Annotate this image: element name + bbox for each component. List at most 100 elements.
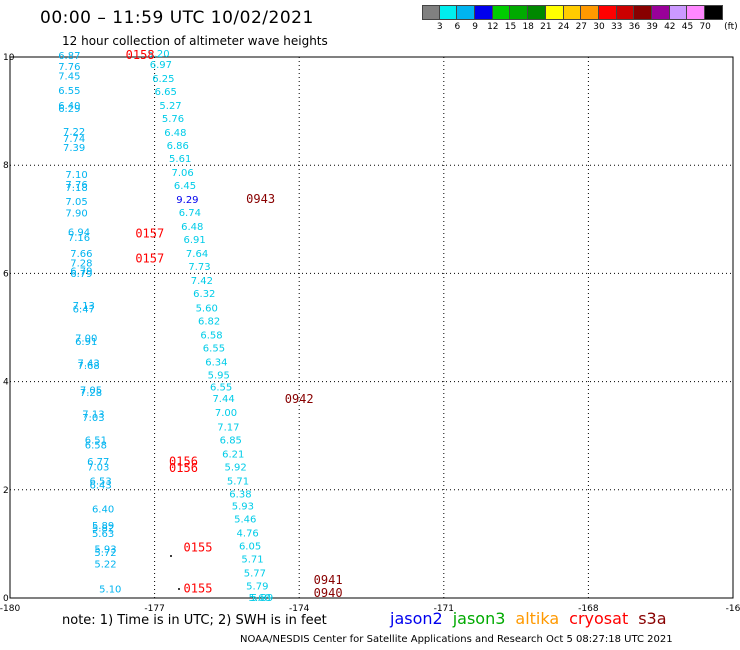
wave-height-label: 6.38 — [229, 489, 251, 500]
legend-label: 9 — [472, 22, 478, 32]
legend-swatch — [581, 5, 599, 20]
wave-height-label: 5.95 — [208, 370, 230, 381]
legend-label: 36 — [628, 22, 641, 32]
wave-height-label: 6.29 — [58, 104, 80, 115]
y-tick-label: 10 — [3, 53, 15, 63]
legend-swatch — [687, 5, 705, 20]
legend-swatch — [510, 5, 529, 20]
wave-height-label: 6.05 — [239, 541, 261, 552]
wave-height-label: 5.89 — [251, 593, 273, 604]
satellite-jason3: jason3 — [452, 609, 506, 628]
wave-height-label: 6.51 — [85, 435, 107, 446]
wave-height-label: 6.58 — [85, 441, 107, 452]
wave-height-label: 7.44 — [212, 394, 234, 405]
legend-label: (ft) — [724, 22, 738, 32]
legend-swatch — [545, 5, 564, 20]
legend-swatch — [616, 5, 635, 20]
wave-height-label: 5.46 — [234, 514, 256, 525]
wave-height-label: 5.93 — [232, 501, 254, 512]
wave-height-label: 5.89 — [92, 521, 114, 532]
y-tick-label: 0 — [3, 594, 9, 604]
pass-time-label: 0158 — [126, 48, 155, 62]
satellite-s3a: s3a — [638, 609, 667, 628]
wave-height-label: 5.60 — [196, 303, 218, 314]
wave-height-label: 5.71 — [241, 554, 263, 565]
wave-height-label: 5.77 — [244, 568, 266, 579]
pass-time-label: 0157 — [135, 227, 164, 241]
track-dot — [178, 588, 180, 590]
legend-label: 70 — [699, 22, 711, 32]
legend-label: 12 — [487, 22, 499, 32]
legend-swatch — [651, 5, 670, 20]
wave-height-label: 7.76 — [65, 180, 87, 191]
legend-swatch — [492, 5, 511, 20]
wave-height-label: 7.68 — [77, 361, 99, 372]
wave-height-label: 6.97 — [150, 60, 172, 71]
credit-line: NOAA/NESDIS Center for Satellite Applica… — [240, 634, 673, 645]
wave-height-label: 7.64 — [186, 249, 208, 260]
wave-height-label: 7.76 — [58, 62, 80, 73]
wave-height-label: 6.47 — [73, 304, 95, 315]
wave-height-label: 7.28 — [70, 258, 92, 269]
wave-height-label: 7.42 — [191, 276, 213, 287]
pass-time-label: 0942 — [285, 392, 314, 406]
wave-height-label: 6.55 — [203, 343, 225, 354]
pass-time-label: 0941 — [314, 573, 343, 587]
color-scale-labels: 3 6 9 12 15 18 21 24 27 30 33 36 39 42 45 70 (ft) — [0, 22, 740, 36]
wave-height-label: 6.94 — [68, 228, 90, 239]
wave-height-label: 5.20 — [147, 49, 169, 60]
pass-time-label: 0155 — [184, 582, 213, 596]
wave-height-label: 6.55 — [58, 86, 80, 97]
x-tick-label: -174 — [289, 604, 310, 614]
wave-height-label: 7.66 — [70, 249, 92, 260]
wave-height-label: 7.28 — [80, 388, 102, 399]
wave-height-label: 7.03 — [87, 462, 109, 473]
satellite-legend: jason2 jason3 altika cryosat s3a — [390, 609, 677, 628]
wave-height-label: 5.92 — [224, 462, 246, 473]
legend-label: 24 — [557, 22, 570, 32]
legend-swatch — [563, 5, 582, 20]
y-tick-label: 6 — [3, 269, 9, 279]
wave-height-label: 6.25 — [152, 74, 174, 85]
pass-time-label: 0940 — [314, 586, 343, 600]
wave-height-label: 7.16 — [68, 233, 90, 244]
y-tick-label: 8 — [3, 161, 9, 171]
legend-label: 39 — [646, 22, 658, 32]
satellite-jason2: jason2 — [390, 609, 443, 628]
wave-height-label: 7.74 — [63, 134, 85, 145]
x-tick-label: -177 — [144, 604, 164, 614]
wave-height-label: 6.79 — [70, 269, 92, 280]
wave-height-label: 7.45 — [58, 72, 80, 83]
wave-height-label: 6.53 — [90, 476, 112, 487]
legend-swatch — [669, 5, 688, 20]
wave-height-label: 5.27 — [159, 101, 181, 112]
wave-height-label: 5.93 — [94, 545, 116, 556]
wave-height-label: 7.10 — [65, 170, 87, 181]
y-tick-label: 2 — [3, 486, 9, 496]
legend-swatch — [422, 5, 440, 20]
wave-height-label: 6.58 — [200, 330, 222, 341]
wave-height-label: 6.32 — [193, 289, 215, 300]
wave-height-label: 7.06 — [171, 168, 193, 179]
wave-height-label: 6.40 — [92, 505, 114, 516]
wave-height-label: 6.43 — [90, 481, 112, 492]
legend-label: 45 — [681, 22, 694, 32]
pass-time-label: 0157 — [135, 252, 164, 266]
wave-height-label: 5.71 — [227, 476, 249, 487]
legend-label: 30 — [593, 22, 605, 32]
wave-height-label: 7.05 — [80, 386, 102, 397]
wave-height-label: 7.17 — [217, 422, 239, 433]
wave-height-label: 6.45 — [174, 181, 196, 192]
wave-height-label: 6.74 — [179, 208, 201, 219]
wave-height-label: 7.13 — [82, 409, 104, 420]
plot-frame — [9, 56, 734, 599]
wave-height-label: 7.13 — [73, 301, 95, 312]
legend-swatch — [598, 5, 617, 20]
wave-height-label: 6.82 — [198, 316, 220, 327]
pass-time-label: 0943 — [246, 192, 275, 206]
x-tick-label: -180 — [0, 604, 20, 614]
wave-height-label: 7.00 — [215, 408, 237, 419]
wave-height-label: 6.79 — [70, 266, 92, 277]
y-tick-label: 4 — [3, 378, 9, 388]
